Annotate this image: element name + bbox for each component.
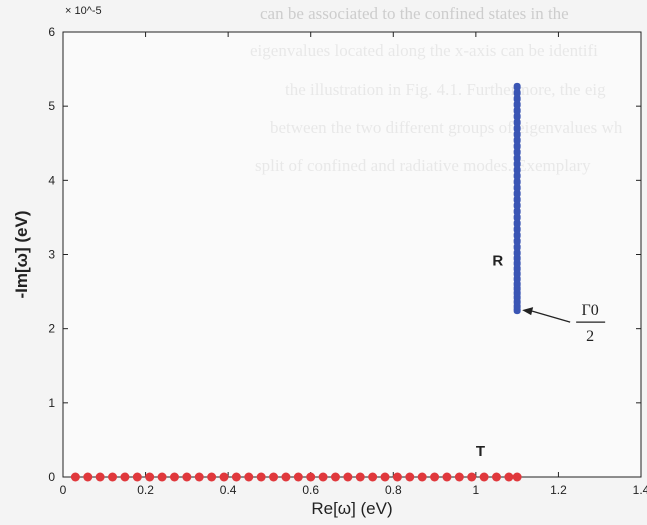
data-point-T (380, 472, 390, 482)
y-tick-label: 6 (48, 25, 55, 39)
plot-area (62, 31, 642, 478)
data-point-R (513, 88, 521, 97)
y-axis-label: -Im[ω] (eV) (12, 210, 31, 298)
data-point-R (513, 82, 521, 91)
data-point-T (430, 472, 440, 482)
data-point-T (442, 472, 452, 482)
x-axis-label: Re[ω] (eV) (311, 499, 392, 518)
data-point-R (513, 213, 521, 222)
data-point-T (231, 472, 241, 482)
x-tick-label: 0.8 (385, 483, 402, 497)
data-point-T (70, 472, 80, 482)
annotation-T: T (476, 443, 485, 460)
data-point-T (512, 472, 522, 482)
data-point-T (306, 472, 316, 482)
y-tick-label: 1 (48, 396, 55, 410)
data-point-R (513, 231, 521, 240)
x-tick-label: 0.6 (302, 483, 319, 497)
data-point-R (513, 100, 521, 109)
data-point-R (513, 183, 521, 192)
data-point-T (194, 472, 204, 482)
x-tick-label: 1.2 (550, 483, 567, 497)
x-tick-label: 1 (473, 483, 480, 497)
data-point-T (281, 472, 291, 482)
data-point-T (504, 472, 514, 482)
annotation-gamma0: Γ0 (582, 302, 599, 319)
data-point-T (120, 472, 130, 482)
data-point-T (244, 472, 254, 482)
data-point-R (513, 142, 521, 151)
y-tick-label: 5 (48, 99, 55, 113)
data-point-T (219, 472, 229, 482)
data-point-T (95, 472, 105, 482)
data-point-T (169, 472, 179, 482)
data-point-T (132, 472, 142, 482)
data-point-T (207, 472, 217, 482)
data-point-R (513, 106, 521, 115)
data-point-R (513, 112, 521, 121)
x-tick-label: 0.4 (220, 483, 237, 497)
data-point-R (513, 160, 521, 169)
data-point-R (513, 219, 521, 228)
data-point-R (513, 124, 521, 133)
series-T (70, 472, 522, 482)
data-point-R (513, 154, 521, 163)
data-point-R (513, 237, 521, 246)
x-tick-label: 0.2 (137, 483, 154, 497)
data-point-T (318, 472, 328, 482)
data-point-T (355, 472, 365, 482)
data-point-R (513, 136, 521, 145)
x-tick-label: 1.4 (633, 483, 647, 497)
data-point-T (392, 472, 402, 482)
data-point-T (330, 472, 340, 482)
data-point-R (513, 177, 521, 186)
annotation-denominator: 2 (586, 328, 594, 345)
data-point-T (108, 472, 118, 482)
annotation-arrow-line (531, 310, 571, 323)
y-tick-label: 4 (48, 173, 55, 187)
data-point-R (513, 201, 521, 210)
data-point-T (368, 472, 378, 482)
data-point-T (83, 472, 93, 482)
data-point-T (467, 472, 477, 482)
data-point-T (269, 472, 279, 482)
data-point-R (513, 171, 521, 180)
y-tick-label: 0 (48, 470, 55, 484)
annotation-R: R (492, 253, 503, 270)
data-point-T (492, 472, 501, 482)
data-point-T (256, 472, 266, 482)
y-tick-label: 3 (48, 248, 55, 262)
data-point-R (513, 118, 521, 127)
data-point-R (513, 165, 521, 174)
data-point-R (513, 148, 521, 157)
data-point-T (293, 472, 303, 482)
data-point-R (513, 243, 521, 252)
data-point-R (513, 225, 521, 234)
data-point-T (417, 472, 427, 482)
data-point-R (513, 207, 521, 216)
data-point-T (182, 472, 192, 482)
data-point-T (157, 472, 167, 482)
series-R (513, 82, 521, 315)
data-point-R (513, 189, 521, 198)
data-point-T (405, 472, 415, 482)
y-axis-multiplier: × 10^-5 (65, 5, 102, 17)
data-point-R (513, 94, 521, 103)
data-point-T (454, 472, 464, 482)
data-point-R (513, 130, 521, 139)
annotation-arrow-head (522, 307, 534, 316)
data-point-T (479, 472, 489, 482)
data-point-T (145, 472, 155, 482)
data-point-R (513, 195, 521, 204)
y-tick-label: 2 (48, 322, 55, 336)
data-point-R (513, 249, 521, 258)
x-tick-label: 0 (60, 483, 67, 497)
data-point-T (343, 472, 353, 482)
